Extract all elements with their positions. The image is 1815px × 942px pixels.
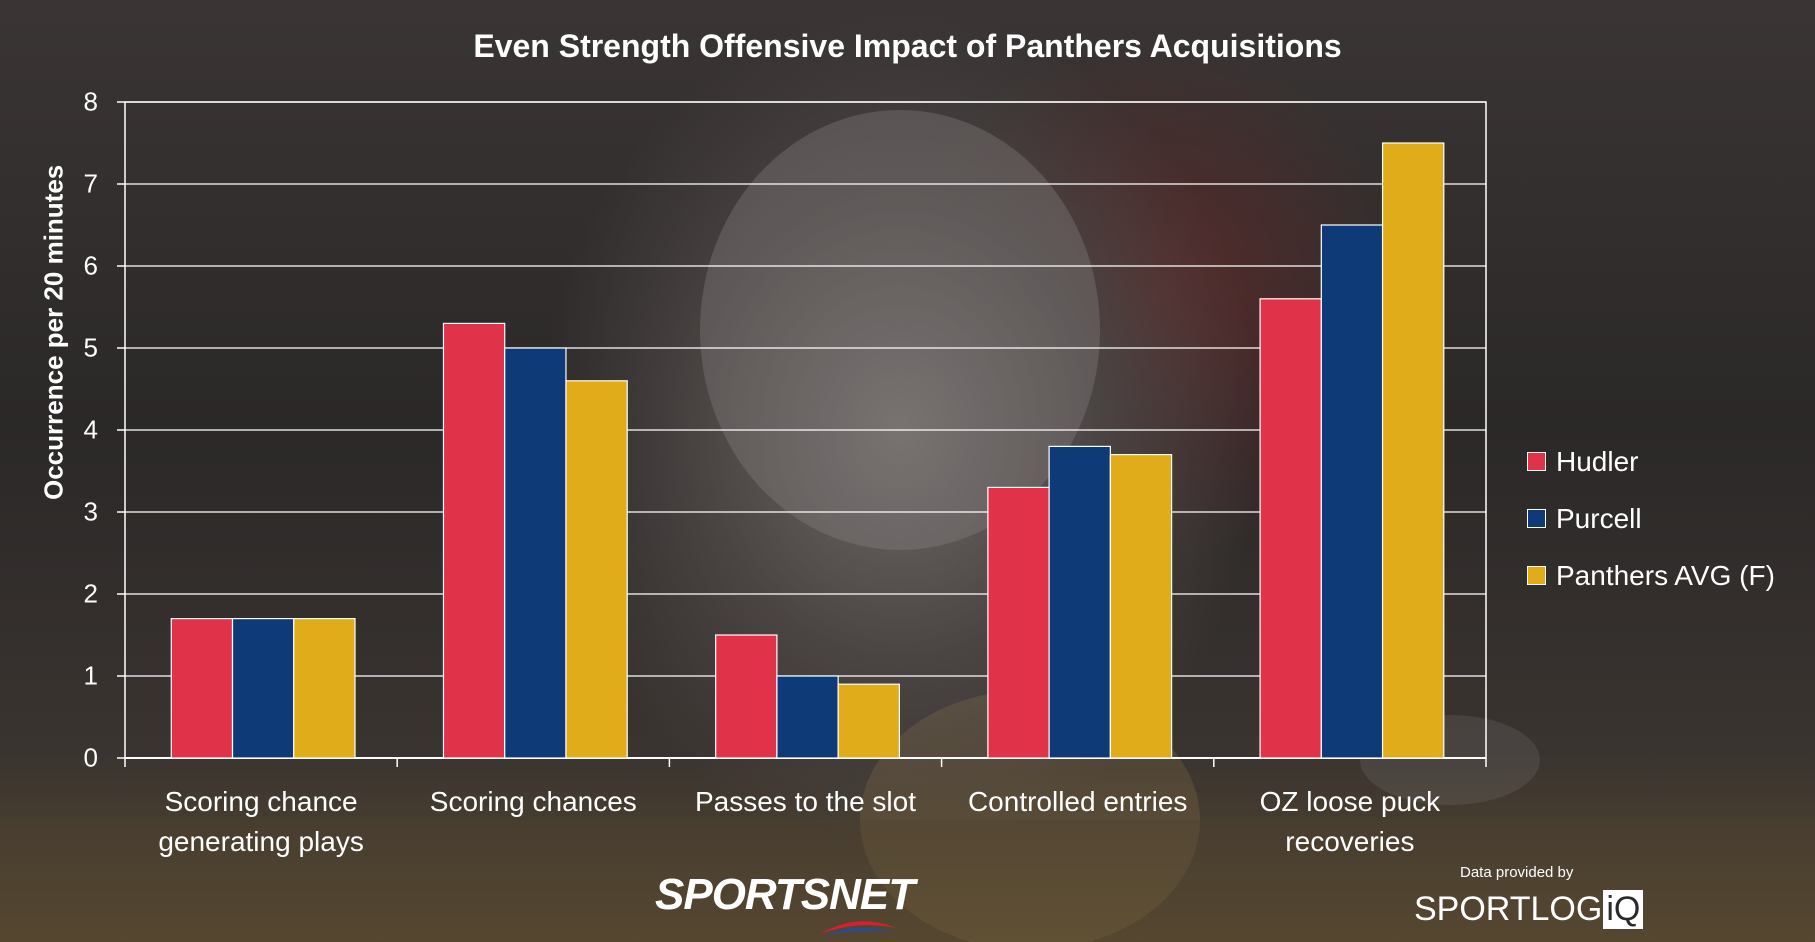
sportlogiq-logo: SPORTLOG iQ [1414, 890, 1644, 929]
x-category-label-line: Scoring chance [164, 786, 358, 817]
y-tick-label: 7 [83, 168, 98, 199]
bar [837, 683, 901, 759]
y-tick-label: 6 [83, 250, 98, 281]
bar [565, 380, 628, 759]
data-source-label: Data provided by [1460, 864, 1574, 881]
bar [1381, 142, 1445, 759]
legend-swatch [1527, 566, 1546, 585]
bar [715, 634, 778, 759]
y-tick-label: 2 [83, 578, 98, 609]
y-tick-label: 1 [83, 660, 98, 691]
chart-title: Even Strength Offensive Impact of Panthe… [473, 28, 1342, 64]
bar [231, 617, 295, 759]
y-tick-label: 5 [83, 332, 98, 363]
legend-label: Purcell [1556, 502, 1642, 534]
x-category-label-line: recoveries [1285, 826, 1415, 857]
x-category-label-line: Passes to the slot [694, 786, 916, 817]
y-tick-label: 4 [83, 414, 98, 445]
legend-swatch [1527, 509, 1546, 528]
x-category-label: Controlled entries [943, 782, 1213, 822]
legend-item: Panthers AVG (F) [1527, 547, 1775, 604]
legend-swatch [1527, 452, 1546, 471]
sportsnet-swoosh-icon [820, 921, 896, 936]
sportsnet-logo: SPORTSNET [655, 870, 915, 919]
sportlogiq-logo-box: iQ [1603, 890, 1644, 929]
x-category-label-line: OZ loose puck [1259, 786, 1441, 817]
bar [1259, 298, 1322, 759]
x-category-label: Passes to the slot [671, 782, 941, 822]
bar [293, 617, 356, 759]
x-category-label: Scoring chance generating plays [126, 782, 396, 862]
bar [776, 675, 839, 759]
x-category-label-line: generating plays [158, 826, 364, 857]
bar [504, 347, 567, 759]
bar [1320, 224, 1384, 759]
legend-label: Hudler [1556, 445, 1639, 477]
legend-item: Purcell [1527, 490, 1775, 547]
bar [442, 322, 506, 759]
y-tick-label: 3 [83, 496, 98, 527]
legend: Hudler Purcell Panthers AVG (F) [1527, 433, 1775, 604]
legend-label: Panthers AVG (F) [1556, 559, 1775, 591]
bar [987, 486, 1050, 759]
sportlogiq-logo-text: SPORTLOG [1414, 890, 1603, 928]
x-category-label: Scoring chances [398, 782, 668, 822]
y-tick-label: 8 [83, 86, 98, 117]
bar [1109, 454, 1173, 759]
x-category-label-line: Scoring chances [429, 786, 637, 817]
bar [170, 617, 234, 759]
bar [1048, 445, 1111, 759]
x-category-label: OZ loose puck recoveries [1215, 782, 1485, 862]
y-tick-label: 0 [83, 742, 98, 773]
legend-item: Hudler [1527, 433, 1775, 490]
x-category-label-line: Controlled entries [967, 786, 1188, 817]
